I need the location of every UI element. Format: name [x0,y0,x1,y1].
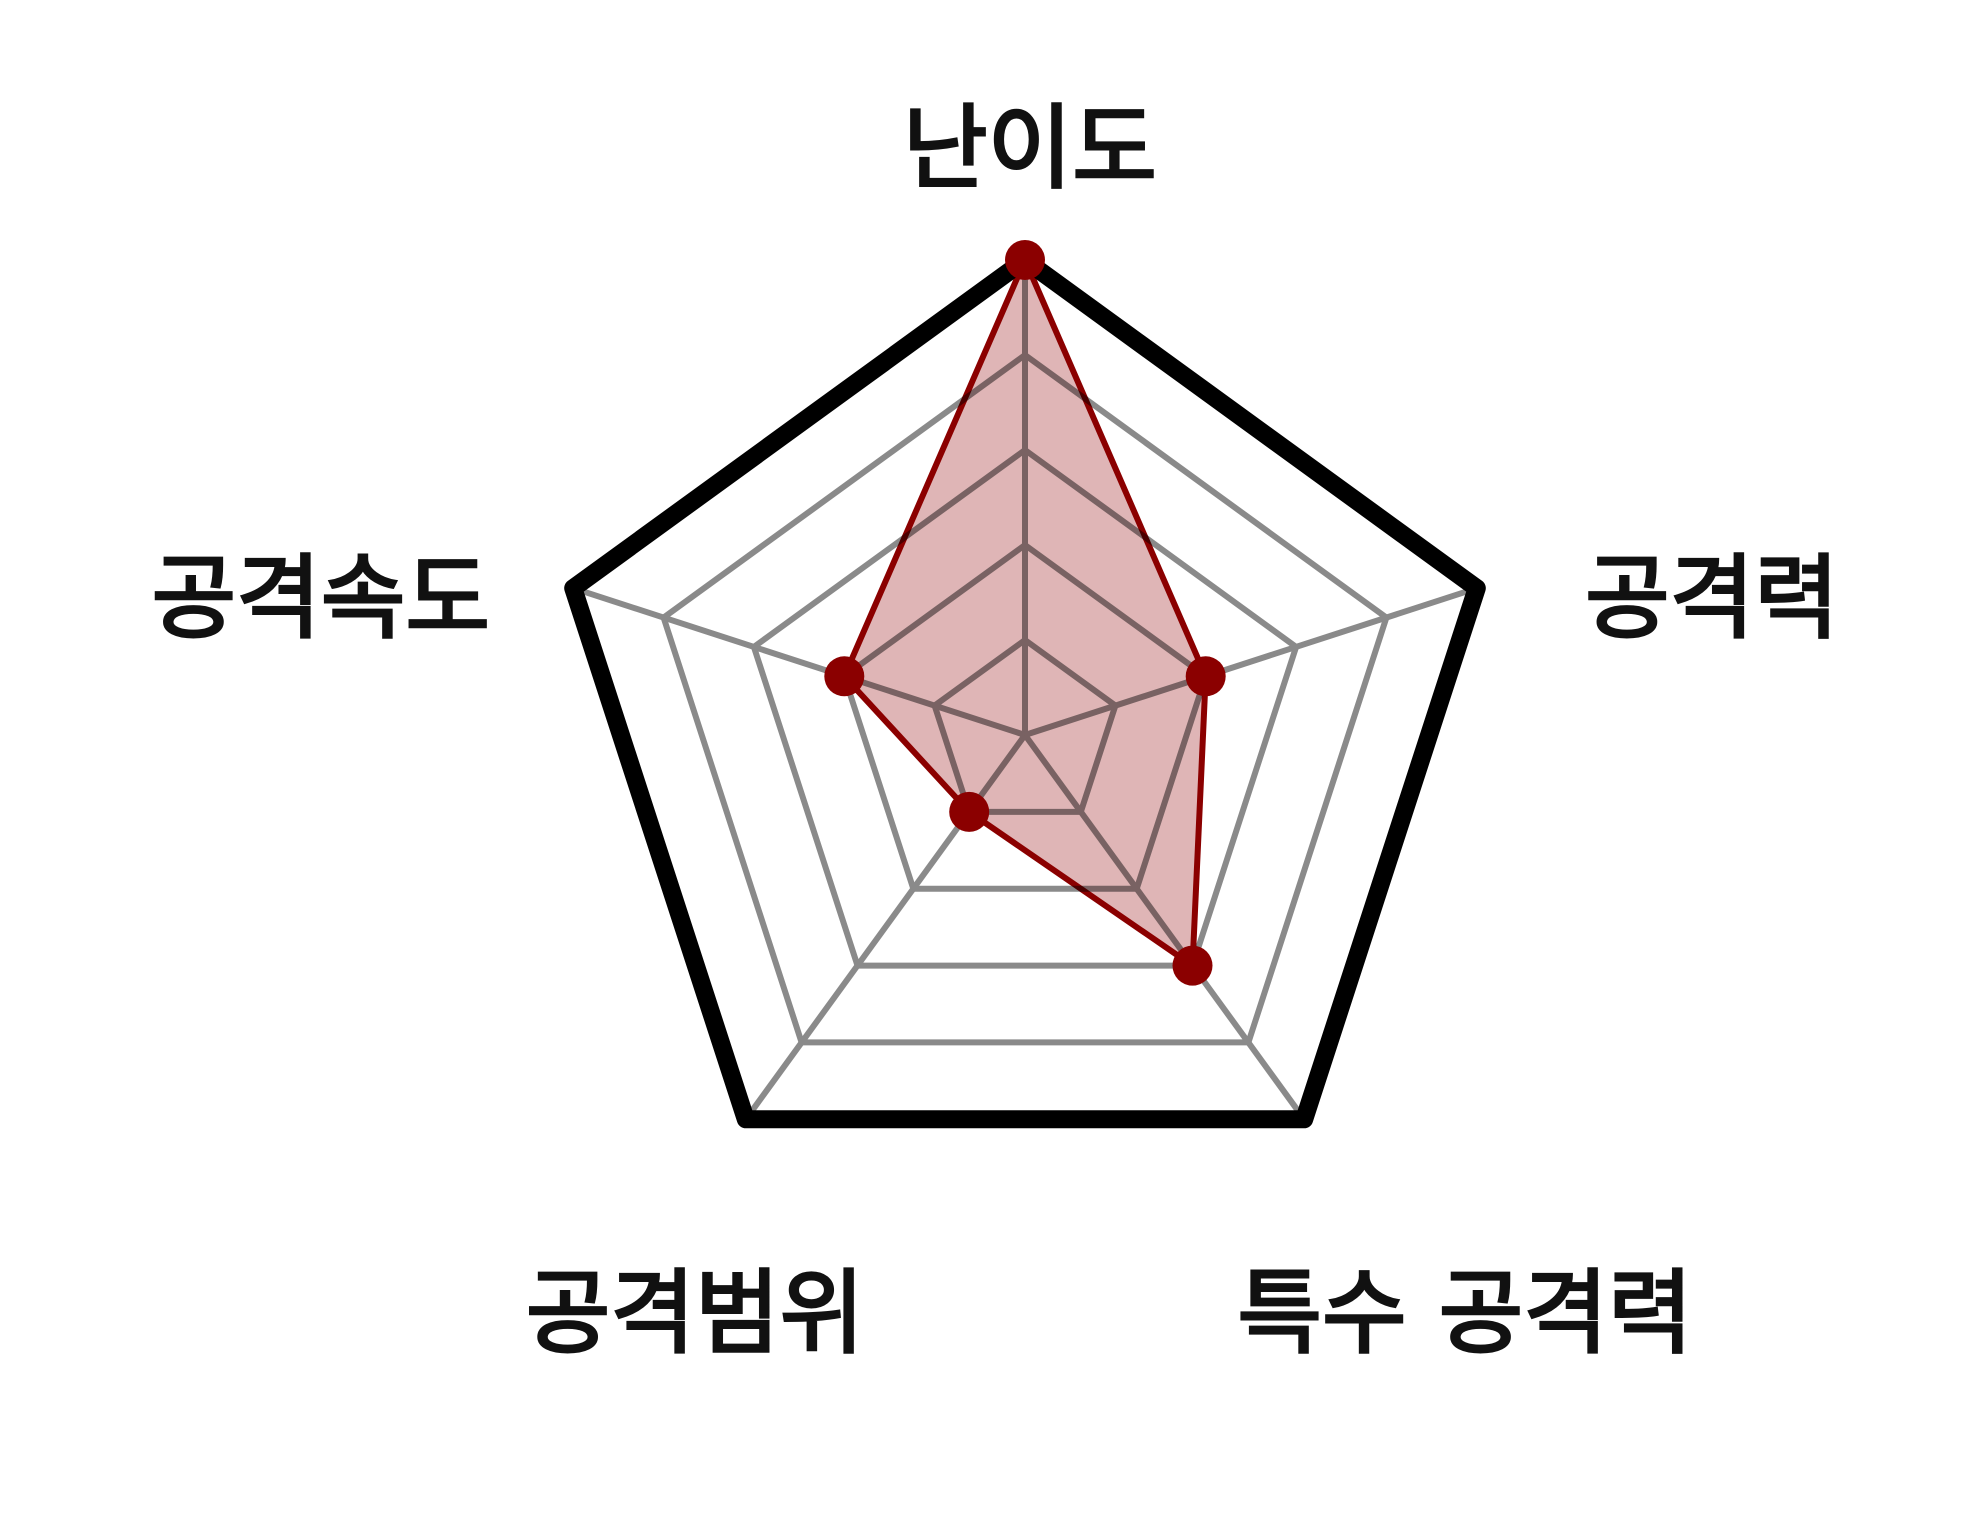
data-point-0 [1005,240,1045,280]
data-area [841,257,1209,969]
axis-label-4: 공격속도 [151,544,490,652]
data-point-2 [1172,945,1213,986]
axis-label-2: 특수 공격력 [1237,1259,1692,1367]
radar-outer-frame [564,251,1486,1129]
axis-labels: 난이도 공격력 특수 공격력 공격범위 공격속도 [151,94,1838,1367]
grid-ring-4 [660,352,1390,1046]
data-point-4 [824,656,865,697]
axis-label-1: 공격력 [1585,544,1839,652]
grid-ring-3 [750,447,1300,969]
axis-label-3: 공격범위 [526,1259,865,1367]
axis-label-0: 난이도 [903,94,1157,202]
data-markers [824,240,1226,986]
data-point-1 [1185,656,1226,697]
data-point-3 [949,791,990,832]
